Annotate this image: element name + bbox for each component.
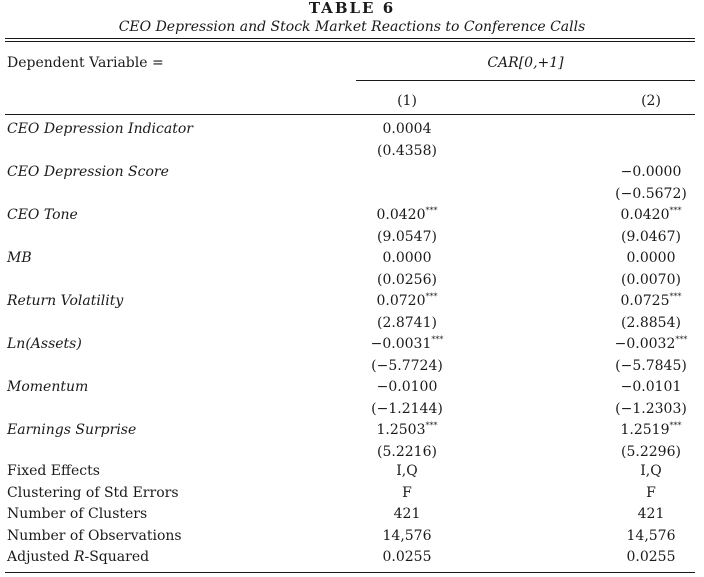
col1-tstat: (0.0256) [377,272,437,288]
col2-tstat: (−1.2303) [615,401,687,417]
col2-coefficient-value: 0.0420 [620,207,670,223]
row-label: CEO Depression Score [7,164,169,180]
stat-col2: I,Q [640,463,662,479]
col2-coefficient-value: 1.2519 [620,422,670,438]
row-label: Ln(Assets) [7,336,82,352]
stat-col2: 14,576 [626,527,676,544]
stat-col1: 14,576 [382,527,432,544]
stat-col2: 421 [637,506,665,522]
stat-col2: F [646,484,656,501]
table-title: TABLE 6 [308,0,396,17]
col1-coefficient-significance: *** [425,421,438,430]
dependent-variable: CAR[0,+1] [487,55,564,71]
col2-coefficient-value: 0.0000 [626,250,676,266]
stat-col1: 421 [393,506,421,522]
col1-coefficient-value: 0.0420 [376,207,426,223]
stat-label: Fixed Effects [7,463,100,479]
col2-coefficient-significance: *** [669,206,682,215]
col2-coefficient: 0.0000 [596,249,704,267]
row-label: Earnings Surprise [7,422,137,438]
col2-coefficient-value: −0.0000 [620,164,682,180]
header-rule [5,114,695,115]
col2-coefficient-significance: *** [669,292,682,301]
col1-tstat: (2.8741) [377,315,437,331]
col1-coefficient-value: 1.2503 [376,422,426,438]
col2-coefficient-significance: *** [675,335,688,344]
col2-coefficient: −0.0000 [596,163,704,181]
dependent-variable-label: Dependent Variable = [7,55,164,71]
col1-coefficient-value: 0.0004 [382,121,432,137]
row-label: MB [7,250,32,266]
col1-coefficient-significance: *** [431,335,444,344]
stat-label: Number of Clusters [7,506,148,522]
row-label: Momentum [7,379,89,395]
top-rule [5,38,695,39]
col1-coefficient: −0.0100 [352,378,462,396]
col1-coefficient-value: 0.0720 [376,293,426,309]
column-header-1: (1) [397,93,417,109]
col1-tstat: (9.0547) [377,229,437,245]
col2-coefficient: −0.0032*** [596,335,704,353]
column-header-2: (2) [641,93,661,109]
col1-coefficient: 0.0420*** [352,206,462,224]
stat-label: Clustering of Std Errors [7,484,179,501]
col2-coefficient-value: 0.0725 [620,293,670,309]
row-label: CEO Tone [7,207,78,223]
col2-tstat: (2.8854) [621,315,681,331]
col1-tstat: (−5.7724) [371,358,443,374]
col1-tstat: (0.4358) [377,143,437,159]
col2-tstat: (−0.5672) [615,186,687,202]
col2-tstat: (0.0070) [621,272,681,288]
stat-label: Number of Observations [7,527,182,544]
row-label: CEO Depression Indicator [7,121,193,137]
col2-coefficient-significance: *** [669,421,682,430]
col1-coefficient: 0.0720*** [352,292,462,310]
stat-col1: 0.0255 [382,549,432,565]
table-subtitle: CEO Depression and Stock Market Reaction… [118,19,586,35]
stat-col1: I,Q [396,463,418,479]
col1-coefficient: 0.0000 [352,249,462,267]
col2-tstat: (9.0467) [621,229,681,245]
col2-coefficient: 0.0420*** [596,206,704,224]
stat-col2: 0.0255 [626,549,676,565]
col1-tstat: (−1.2144) [371,401,443,417]
stat-col1: F [402,484,412,501]
col1-coefficient: −0.0031*** [352,335,462,353]
col2-coefficient: 0.0725*** [596,292,704,310]
col1-tstat: (5.2216) [377,444,437,460]
stat-label: Adjusted R-Squared [7,549,150,565]
col2-tstat: (−5.7845) [615,358,687,374]
col2-coefficient: 1.2519*** [596,421,704,439]
col1-coefficient-significance: *** [425,292,438,301]
col2-coefficient: −0.0101 [596,378,704,396]
col1-coefficient-value: −0.0031 [370,336,432,352]
col1-coefficient-significance: *** [425,206,438,215]
col1-coefficient-value: −0.0100 [376,379,438,395]
column-group-rule [356,80,695,81]
col2-coefficient-value: −0.0032 [614,336,676,352]
top-rule-double [5,41,695,42]
col1-coefficient: 1.2503*** [352,421,462,439]
col1-coefficient: 0.0004 [352,120,462,138]
bottom-rule [5,572,695,573]
row-label: Return Volatility [7,293,124,309]
col2-tstat: (5.2296) [621,444,681,460]
col1-coefficient-value: 0.0000 [382,250,432,266]
col2-coefficient-value: −0.0101 [620,379,682,395]
